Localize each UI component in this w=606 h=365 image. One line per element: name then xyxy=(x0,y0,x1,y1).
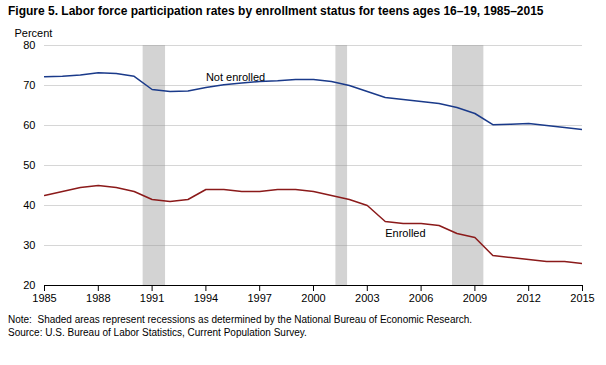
svg-text:40: 40 xyxy=(23,199,35,211)
svg-text:30: 30 xyxy=(23,239,35,251)
svg-text:1985: 1985 xyxy=(32,292,56,304)
svg-text:1988: 1988 xyxy=(86,292,110,304)
svg-text:1994: 1994 xyxy=(194,292,218,304)
svg-text:50: 50 xyxy=(23,159,35,171)
svg-text:1991: 1991 xyxy=(140,292,164,304)
svg-text:2000: 2000 xyxy=(301,292,325,304)
html-text:Figure 5. Labor force particip: Figure 5. Labor force participation rate… xyxy=(8,4,544,18)
svg-text:Enrolled: Enrolled xyxy=(385,227,425,239)
svg-text:70: 70 xyxy=(23,79,35,91)
svg-text:2012: 2012 xyxy=(516,292,540,304)
svg-text:Percent: Percent xyxy=(15,27,53,39)
svg-text:20: 20 xyxy=(23,279,35,291)
svg-text:60: 60 xyxy=(23,119,35,131)
svg-text:2009: 2009 xyxy=(463,292,487,304)
svg-text:2003: 2003 xyxy=(355,292,379,304)
svg-text:1997: 1997 xyxy=(247,292,271,304)
html-text:Note: Shaded areas represent r: Note: Shaded areas represent recessions … xyxy=(8,314,473,338)
svg-text:2006: 2006 xyxy=(409,292,433,304)
svg-text:80: 80 xyxy=(23,39,35,51)
svg-text:Not enrolled: Not enrolled xyxy=(206,71,265,83)
svg-text:2015: 2015 xyxy=(570,292,594,304)
